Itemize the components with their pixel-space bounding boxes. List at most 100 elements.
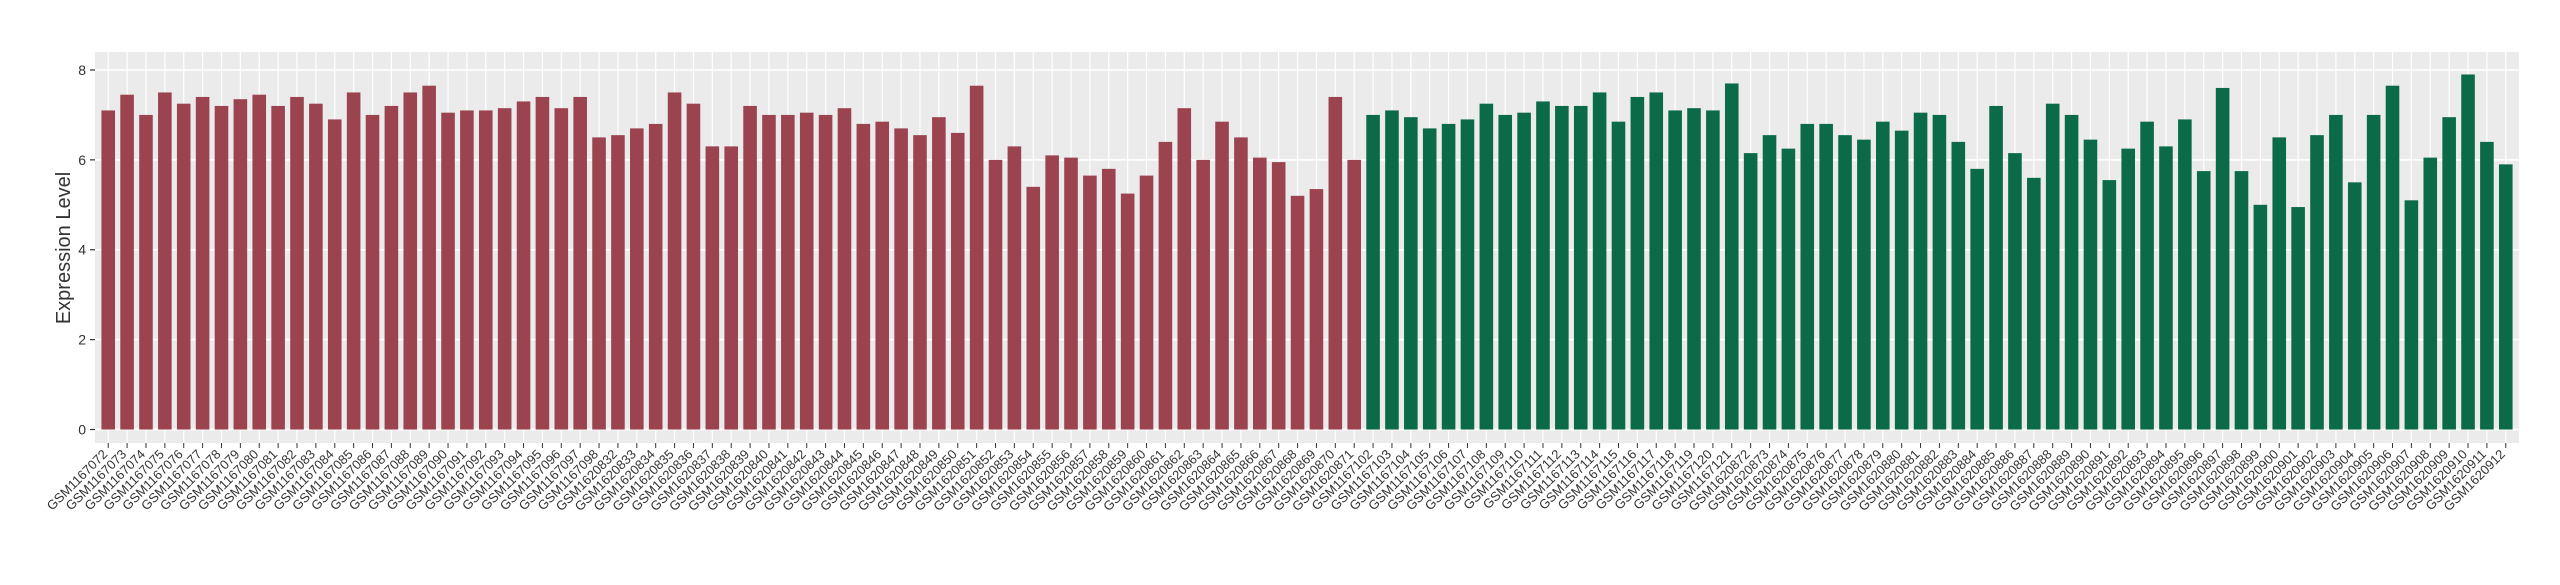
bar: [1536, 101, 1550, 430]
bar: [403, 92, 418, 430]
bar: [1441, 123, 1456, 430]
bar: [2461, 74, 2475, 430]
bar: [950, 132, 965, 430]
bar: [1404, 117, 1418, 430]
bar: [1139, 175, 1154, 430]
bar: [1706, 110, 1720, 430]
bar: [2196, 171, 2211, 430]
bar: [1196, 159, 1210, 430]
bar: [1271, 162, 1286, 430]
bar: [1101, 168, 1116, 430]
bar: [2272, 137, 2287, 430]
bar: [1234, 137, 1248, 430]
bar: [2310, 135, 2324, 430]
bar: [1894, 130, 1909, 430]
bar: [2215, 87, 2230, 430]
y-tick-label: 4: [78, 242, 86, 258]
bar: [139, 114, 153, 430]
bar: [516, 101, 531, 430]
bar: [1215, 121, 1229, 430]
bar: [1460, 119, 1475, 430]
bar: [1120, 193, 1135, 430]
bar: [101, 110, 116, 430]
bar: [2329, 114, 2343, 430]
panel: [95, 52, 2519, 443]
bar: [120, 94, 134, 430]
bar: [1309, 189, 1324, 430]
bar: [1762, 135, 1777, 430]
bar: [1649, 92, 1664, 430]
bar: [1630, 96, 1645, 430]
bar: [875, 121, 890, 430]
bar: [346, 92, 361, 430]
bar: [2159, 146, 2173, 430]
bar: [2027, 177, 2041, 430]
bar: [327, 119, 342, 430]
bar: [1498, 114, 1513, 430]
y-tick-label: 8: [78, 62, 86, 78]
bar: [478, 110, 493, 430]
bar: [1592, 92, 1607, 430]
bar: [2045, 103, 2060, 430]
bar: [2083, 139, 2098, 430]
bar: [2404, 200, 2419, 430]
bar: [1347, 159, 1361, 430]
bar: [1724, 83, 1739, 430]
bar: [2498, 164, 2513, 430]
bar: [1328, 96, 1343, 430]
bar: [176, 103, 191, 430]
bar: [2291, 207, 2305, 430]
bar: [422, 85, 436, 430]
bar: [195, 96, 210, 430]
bar: [2121, 148, 2136, 430]
bar: [818, 114, 833, 430]
bar: [1838, 135, 1852, 430]
bar: [271, 105, 285, 430]
bar: [1007, 146, 1022, 430]
bar: [441, 112, 455, 430]
bar: [2178, 119, 2192, 430]
bar: [1045, 155, 1059, 430]
y-tick-label: 0: [78, 422, 86, 438]
bar: [1573, 105, 1588, 430]
bar: [2347, 182, 2362, 430]
bar: [2102, 180, 2117, 430]
bar: [1989, 105, 2003, 430]
bar: [724, 146, 739, 430]
bar: [497, 108, 512, 430]
bar: [1951, 141, 1966, 430]
bar: [309, 103, 323, 430]
y-axis-title: Expression Level: [53, 172, 75, 324]
bar: [969, 85, 984, 430]
bar: [837, 108, 852, 430]
bar: [573, 96, 587, 430]
bar: [1253, 157, 1267, 430]
bar: [1385, 110, 1399, 430]
bar: [1668, 110, 1682, 430]
bar: [743, 105, 757, 430]
bar: [554, 108, 569, 430]
bar: [705, 146, 720, 430]
bar: [1875, 121, 1890, 430]
bar: [233, 99, 248, 430]
bar: [2064, 114, 2079, 430]
bar: [1290, 195, 1305, 430]
bar: [667, 92, 682, 430]
bar: [2234, 171, 2249, 430]
bar: [762, 114, 776, 430]
bar: [1857, 139, 1871, 430]
bar: [611, 135, 625, 430]
bar: [592, 137, 606, 430]
bar: [1800, 123, 1815, 430]
bar: [1366, 114, 1380, 430]
bar: [630, 128, 644, 430]
bar: [384, 105, 399, 430]
bar: [1083, 175, 1097, 430]
bar: [1913, 112, 1928, 430]
y-tick-label: 6: [78, 152, 86, 168]
bar: [913, 135, 927, 430]
bar: [214, 105, 229, 430]
bar: [2140, 121, 2154, 430]
bar: [932, 117, 946, 430]
